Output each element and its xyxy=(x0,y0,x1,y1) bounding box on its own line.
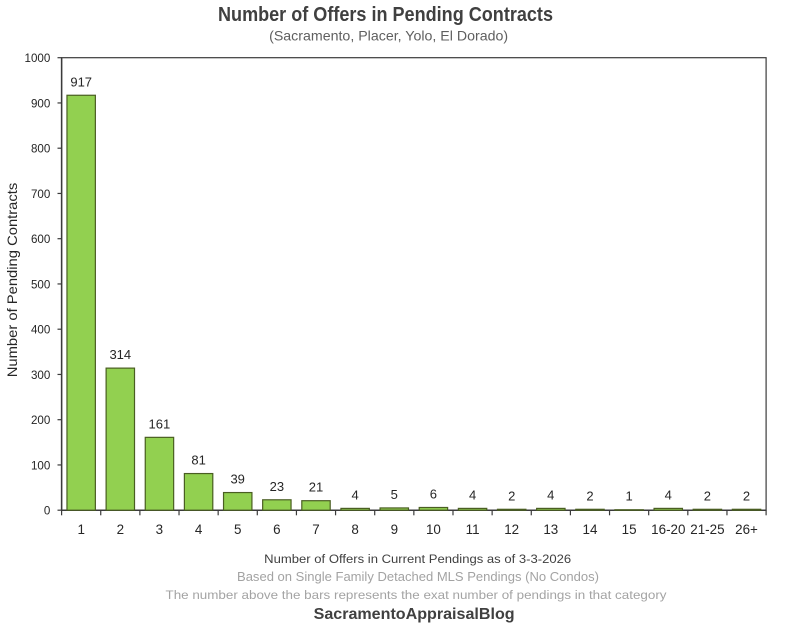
svg-text:400: 400 xyxy=(31,324,50,337)
svg-text:0: 0 xyxy=(44,505,50,518)
svg-text:6: 6 xyxy=(273,522,280,537)
svg-text:500: 500 xyxy=(31,278,50,291)
svg-text:16-20: 16-20 xyxy=(651,522,685,537)
svg-text:1: 1 xyxy=(625,489,632,504)
svg-text:23: 23 xyxy=(270,479,284,494)
svg-text:21-25: 21-25 xyxy=(690,522,724,537)
svg-text:900: 900 xyxy=(31,97,50,110)
svg-text:14: 14 xyxy=(583,522,598,537)
svg-text:2: 2 xyxy=(508,488,515,503)
svg-text:Number of Offers in Current Pe: Number of Offers in Current Pendings as … xyxy=(264,552,571,566)
svg-text:4: 4 xyxy=(547,487,554,502)
svg-text:13: 13 xyxy=(543,522,558,537)
svg-text:81: 81 xyxy=(191,453,205,468)
svg-text:600: 600 xyxy=(31,233,50,246)
svg-text:300: 300 xyxy=(31,369,50,382)
svg-text:6: 6 xyxy=(430,487,437,502)
svg-text:4: 4 xyxy=(665,487,672,502)
svg-text:3: 3 xyxy=(156,522,163,537)
svg-text:10: 10 xyxy=(426,522,441,537)
svg-text:21: 21 xyxy=(309,480,323,495)
svg-text:5: 5 xyxy=(234,522,241,537)
svg-text:917: 917 xyxy=(70,74,92,89)
svg-text:15: 15 xyxy=(622,522,637,537)
svg-text:2: 2 xyxy=(117,522,124,537)
svg-text:314: 314 xyxy=(109,347,131,362)
svg-text:39: 39 xyxy=(230,472,244,487)
svg-text:9: 9 xyxy=(391,522,398,537)
svg-text:2: 2 xyxy=(704,488,711,503)
svg-text:5: 5 xyxy=(391,487,398,502)
svg-text:2: 2 xyxy=(586,488,593,503)
svg-text:8: 8 xyxy=(351,522,358,537)
svg-text:100: 100 xyxy=(31,459,50,472)
svg-text:4: 4 xyxy=(195,522,203,537)
svg-text:4: 4 xyxy=(351,487,358,502)
svg-text:SacramentoAppraisalBlog: SacramentoAppraisalBlog xyxy=(314,606,515,623)
svg-text:(Sacramento, Placer, Yolo, El: (Sacramento, Placer, Yolo, El Dorado) xyxy=(269,28,508,44)
svg-text:Based on Single Family Detache: Based on Single Family Detached MLS Pend… xyxy=(237,570,599,584)
svg-text:2: 2 xyxy=(743,488,750,503)
svg-text:161: 161 xyxy=(149,416,171,431)
svg-text:1000: 1000 xyxy=(25,52,51,65)
svg-text:12: 12 xyxy=(504,522,519,537)
svg-text:700: 700 xyxy=(31,188,50,201)
svg-text:4: 4 xyxy=(469,487,476,502)
svg-text:1: 1 xyxy=(77,522,84,537)
svg-text:The number above the bars repr: The number above the bars represents the… xyxy=(166,588,668,602)
svg-text:Number of Pending Contracts: Number of Pending Contracts xyxy=(4,183,20,378)
svg-text:200: 200 xyxy=(31,414,50,427)
svg-text:11: 11 xyxy=(466,522,480,537)
svg-text:7: 7 xyxy=(312,522,319,537)
svg-text:Number of Offers in Pending Co: Number of Offers in Pending Contracts xyxy=(218,4,553,26)
svg-text:26+: 26+ xyxy=(735,522,758,537)
svg-text:800: 800 xyxy=(31,143,50,156)
